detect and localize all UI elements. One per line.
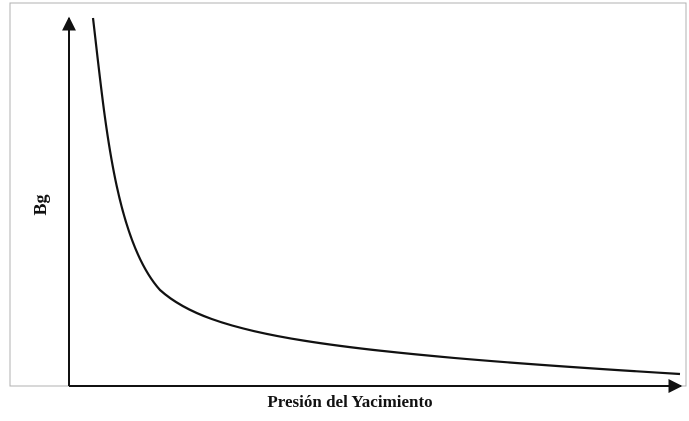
y-axis-label: Bg	[30, 194, 50, 215]
x-axis-label: Presión del Yacimiento	[267, 392, 432, 411]
curve	[91, 17, 681, 376]
frame	[9, 2, 687, 387]
